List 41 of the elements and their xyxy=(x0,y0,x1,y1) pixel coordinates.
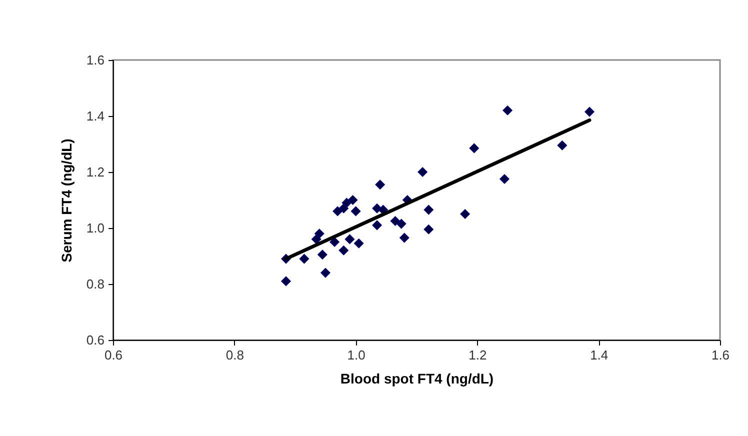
point xyxy=(350,206,361,216)
point xyxy=(400,232,410,243)
x-tick-label: 1.4 xyxy=(590,348,608,362)
point xyxy=(299,254,310,264)
point xyxy=(320,268,330,278)
point xyxy=(354,238,364,248)
x-tick-label: 1.2 xyxy=(468,348,487,362)
point xyxy=(500,174,510,184)
x-tick-label: 0.6 xyxy=(104,348,123,362)
y-axis-title: Serum FT4 (ng/dL) xyxy=(58,138,74,262)
y-tick-label: 1.2 xyxy=(86,164,104,180)
point xyxy=(460,209,470,219)
point xyxy=(424,204,434,215)
point xyxy=(469,143,479,154)
point xyxy=(281,276,291,286)
x-tick-label: 1.0 xyxy=(347,348,366,362)
point xyxy=(396,218,406,229)
point xyxy=(330,237,340,247)
point xyxy=(424,224,434,234)
x-tick-label: 1.6 xyxy=(711,348,730,362)
y-tick-label: 1.0 xyxy=(86,220,104,236)
point xyxy=(375,180,385,190)
point xyxy=(338,246,348,256)
y-tick-label: 0.8 xyxy=(86,276,104,292)
point xyxy=(342,198,352,208)
point xyxy=(584,106,594,117)
x-axis-title: Blood spot FT4 (ng/dL) xyxy=(340,370,494,386)
point xyxy=(418,167,428,177)
point xyxy=(344,234,355,244)
point xyxy=(348,195,358,205)
y-tick-label: 1.4 xyxy=(86,108,104,124)
point xyxy=(557,140,568,150)
point xyxy=(502,106,512,116)
x-tick-label: 0.8 xyxy=(226,348,244,362)
point xyxy=(314,228,324,238)
point xyxy=(390,216,400,226)
y-tick-label: 1.6 xyxy=(86,52,104,68)
point xyxy=(318,250,328,260)
point xyxy=(372,220,382,230)
y-tick-label: 0.6 xyxy=(86,332,104,348)
point xyxy=(332,206,342,216)
